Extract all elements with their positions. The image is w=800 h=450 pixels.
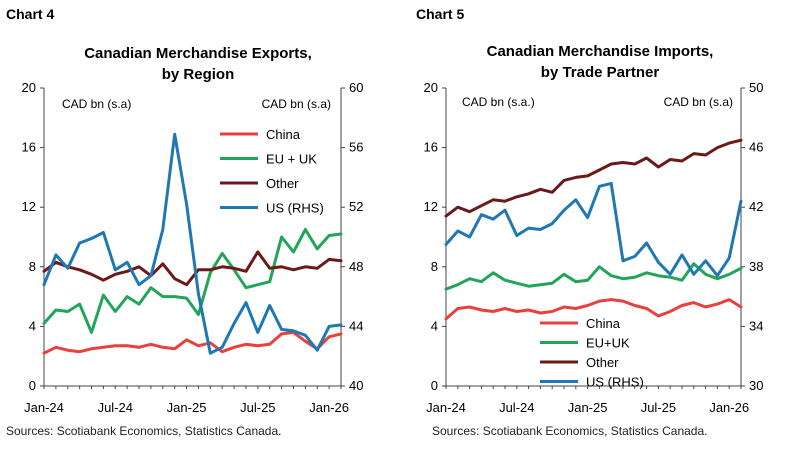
chart-title: Canadian Merchandise Imports, bbox=[487, 43, 714, 60]
left-axis-unit-label: CAD bn (s.a) bbox=[62, 97, 131, 111]
right-tick-label: 50 bbox=[749, 80, 763, 95]
x-tick-label: Jul-24 bbox=[98, 400, 133, 415]
right-tick-label: 52 bbox=[349, 199, 363, 214]
x-tick-label: Jul-25 bbox=[240, 400, 275, 415]
legend-label: US (RHS) bbox=[266, 201, 324, 216]
left-tick-label: 8 bbox=[29, 259, 36, 274]
x-tick-label: Jan-26 bbox=[709, 400, 749, 415]
right-tick-label: 46 bbox=[749, 140, 763, 155]
series-line-us-rhs bbox=[42, 132, 343, 355]
chart-title: by Region bbox=[162, 66, 235, 83]
legend-label: China bbox=[586, 316, 621, 331]
series-line-eu-uk bbox=[444, 262, 743, 291]
exports-chart: Canadian Merchandise Exports, by Region … bbox=[22, 45, 364, 415]
right-tick-label: 40 bbox=[349, 378, 363, 393]
x-tick-label: Jul-24 bbox=[499, 400, 534, 415]
legend-label: China bbox=[266, 127, 301, 142]
right-tick-label: 48 bbox=[349, 259, 363, 274]
legend-label: EU + UK bbox=[266, 152, 317, 167]
legend-label: EU+UK bbox=[586, 336, 630, 351]
right-tick-label: 38 bbox=[749, 259, 763, 274]
series-line-eu-uk bbox=[42, 228, 343, 334]
left-tick-label: 12 bbox=[22, 199, 36, 214]
series-line-other bbox=[444, 138, 743, 218]
x-tick-label: Jan-24 bbox=[426, 400, 466, 415]
series-line-china bbox=[42, 330, 343, 355]
x-tick-label: Jan-25 bbox=[167, 400, 207, 415]
legend-label: Other bbox=[586, 355, 619, 370]
chart-4-source: Sources: Scotiabank Economics, Statistic… bbox=[6, 424, 282, 438]
right-tick-label: 34 bbox=[749, 318, 763, 333]
left-tick-label: 0 bbox=[431, 378, 438, 393]
series-line-us-rhs bbox=[444, 181, 743, 278]
legend-label: US (RHS) bbox=[586, 375, 644, 390]
series-line-china bbox=[444, 298, 743, 321]
left-tick-label: 16 bbox=[22, 140, 36, 155]
chart-5-source: Sources: Scotiabank Economics, Statistic… bbox=[432, 424, 708, 438]
left-axis-unit-label: CAD bn (s.a.) bbox=[462, 95, 535, 109]
right-axis-unit-label: CAD bn (s.a) bbox=[664, 95, 733, 109]
left-tick-label: 0 bbox=[29, 378, 36, 393]
right-axis-unit-label: CAD bn (s.a) bbox=[262, 97, 331, 111]
left-tick-label: 16 bbox=[424, 140, 438, 155]
right-tick-label: 60 bbox=[349, 80, 363, 95]
right-tick-label: 56 bbox=[349, 140, 363, 155]
x-tick-label: Jan-25 bbox=[568, 400, 608, 415]
legend-label: Other bbox=[266, 176, 299, 191]
right-tick-label: 30 bbox=[749, 378, 763, 393]
left-tick-label: 8 bbox=[431, 259, 438, 274]
right-tick-label: 42 bbox=[749, 199, 763, 214]
x-tick-label: Jul-25 bbox=[641, 400, 676, 415]
left-tick-label: 4 bbox=[29, 318, 36, 333]
left-tick-label: 4 bbox=[431, 318, 438, 333]
chart-5-label: Chart 5 bbox=[416, 6, 465, 22]
left-tick-label: 12 bbox=[424, 199, 438, 214]
chart-title: by Trade Partner bbox=[541, 64, 660, 81]
series-line-other bbox=[42, 250, 343, 287]
x-tick-label: Jan-26 bbox=[309, 400, 349, 415]
right-tick-label: 44 bbox=[349, 318, 363, 333]
chart-title: Canadian Merchandise Exports, bbox=[84, 45, 312, 62]
x-tick-label: Jan-24 bbox=[24, 400, 64, 415]
chart-4-label: Chart 4 bbox=[6, 6, 55, 22]
left-tick-label: 20 bbox=[22, 80, 36, 95]
left-tick-label: 20 bbox=[424, 80, 438, 95]
